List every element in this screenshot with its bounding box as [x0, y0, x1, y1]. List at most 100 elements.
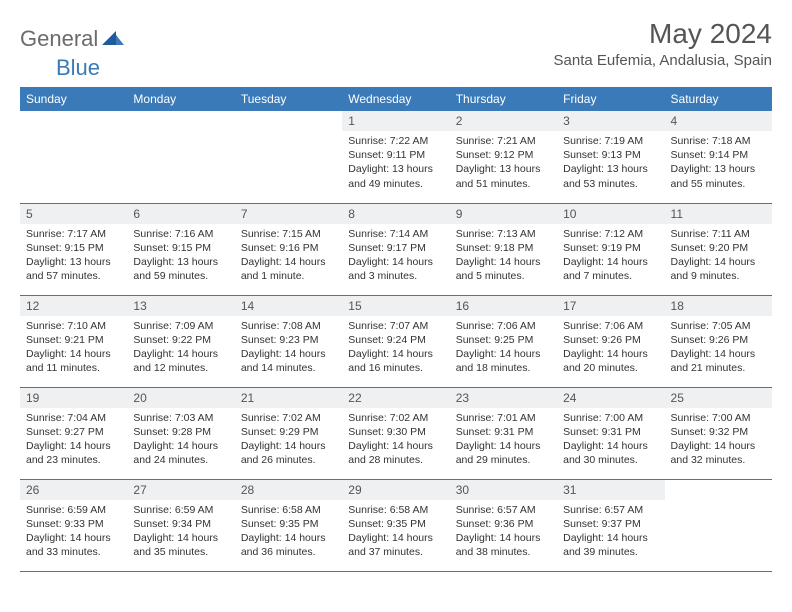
- sunrise-text: Sunrise: 7:12 AM: [563, 227, 658, 241]
- sunrise-text: Sunrise: 7:10 AM: [26, 319, 121, 333]
- calendar-cell: 10Sunrise: 7:12 AMSunset: 9:19 PMDayligh…: [557, 203, 664, 295]
- sunrise-text: Sunrise: 7:15 AM: [241, 227, 336, 241]
- calendar-cell: 12 Sunrise: 7:10 AMSunset: 9:21 PMDayligh…: [20, 295, 127, 387]
- daylight-text: Daylight: 14 hours and 20 minutes.: [563, 347, 658, 375]
- daylight-text: Daylight: 13 hours and 49 minutes.: [348, 162, 443, 190]
- sunset-text: Sunset: 9:18 PM: [456, 241, 551, 255]
- sunset-text: Sunset: 9:35 PM: [241, 517, 336, 531]
- sunrise-text: Sunrise: 7:02 AM: [241, 411, 336, 425]
- sunset-text: Sunset: 9:29 PM: [241, 425, 336, 439]
- daylight-text: Daylight: 13 hours and 51 minutes.: [456, 162, 551, 190]
- sunrise-text: Sunrise: 6:58 AM: [241, 503, 336, 517]
- calendar-cell: [665, 479, 772, 571]
- day-details: Sunrise: 7:16 AMSunset: 9:15 PMDaylight:…: [127, 224, 234, 288]
- calendar-cell: 27Sunrise: 6:59 AMSunset: 9:34 PMDayligh…: [127, 479, 234, 571]
- day-details: Sunrise: 7:22 AMSunset: 9:11 PMDaylight:…: [342, 131, 449, 195]
- daylight-text: Daylight: 14 hours and 5 minutes.: [456, 255, 551, 283]
- calendar-cell: 4Sunrise: 7:18 AMSunset: 9:14 PMDaylight…: [665, 111, 772, 203]
- weekday-header: Monday: [127, 87, 234, 111]
- sunrise-text: Sunrise: 7:05 AM: [671, 319, 766, 333]
- day-details: Sunrise: 6:57 AMSunset: 9:37 PMDaylight:…: [557, 500, 664, 564]
- sunrise-text: Sunrise: 7:02 AM: [348, 411, 443, 425]
- weekday-header-row: Sunday Monday Tuesday Wednesday Thursday…: [20, 87, 772, 111]
- sunrise-text: Sunrise: 7:18 AM: [671, 134, 766, 148]
- day-number-empty: [20, 111, 127, 131]
- day-number: 11: [665, 204, 772, 224]
- calendar-cell: 26Sunrise: 6:59 AMSunset: 9:33 PMDayligh…: [20, 479, 127, 571]
- sunset-text: Sunset: 9:30 PM: [348, 425, 443, 439]
- day-details: Sunrise: 7:07 AMSunset: 9:24 PMDaylight:…: [342, 316, 449, 380]
- calendar-cell: 29Sunrise: 6:58 AMSunset: 9:35 PMDayligh…: [342, 479, 449, 571]
- sunset-text: Sunset: 9:22 PM: [133, 333, 228, 347]
- daylight-text: Daylight: 14 hours and 14 minutes.: [241, 347, 336, 375]
- sunrise-text: Sunrise: 7:19 AM: [563, 134, 658, 148]
- day-details: Sunrise: 7:21 AMSunset: 9:12 PMDaylight:…: [450, 131, 557, 195]
- day-number: 9: [450, 204, 557, 224]
- calendar-cell: 30Sunrise: 6:57 AMSunset: 9:36 PMDayligh…: [450, 479, 557, 571]
- day-number: 24: [557, 388, 664, 408]
- sunrise-text: Sunrise: 6:59 AM: [26, 503, 121, 517]
- day-number: 12: [20, 296, 127, 316]
- weekday-header: Thursday: [450, 87, 557, 111]
- sunset-text: Sunset: 9:24 PM: [348, 333, 443, 347]
- weekday-header: Sunday: [20, 87, 127, 111]
- calendar-cell: 8Sunrise: 7:14 AMSunset: 9:17 PMDaylight…: [342, 203, 449, 295]
- calendar-cell: [20, 111, 127, 203]
- location: Santa Eufemia, Andalusia, Spain: [554, 52, 772, 69]
- day-details: Sunrise: 7:06 AMSunset: 9:25 PMDaylight:…: [450, 316, 557, 380]
- calendar-cell: 23Sunrise: 7:01 AMSunset: 9:31 PMDayligh…: [450, 387, 557, 479]
- calendar-cell: 28Sunrise: 6:58 AMSunset: 9:35 PMDayligh…: [235, 479, 342, 571]
- sunset-text: Sunset: 9:20 PM: [671, 241, 766, 255]
- day-details: Sunrise: 7:06 AMSunset: 9:26 PMDaylight:…: [557, 316, 664, 380]
- day-details: Sunrise: 7:05 AMSunset: 9:26 PMDaylight:…: [665, 316, 772, 380]
- daylight-text: Daylight: 14 hours and 21 minutes.: [671, 347, 766, 375]
- day-number: 18: [665, 296, 772, 316]
- day-number: 6: [127, 204, 234, 224]
- day-number: 28: [235, 480, 342, 500]
- daylight-text: Daylight: 14 hours and 30 minutes.: [563, 439, 658, 467]
- sunset-text: Sunset: 9:21 PM: [26, 333, 121, 347]
- day-number: 30: [450, 480, 557, 500]
- sunset-text: Sunset: 9:33 PM: [26, 517, 121, 531]
- daylight-text: Daylight: 14 hours and 33 minutes.: [26, 531, 121, 559]
- sunset-text: Sunset: 9:32 PM: [671, 425, 766, 439]
- brand-logo: General: [20, 18, 126, 52]
- sunrise-text: Sunrise: 7:09 AM: [133, 319, 228, 333]
- brand-part1: General: [20, 26, 98, 52]
- daylight-text: Daylight: 14 hours and 11 minutes.: [26, 347, 121, 375]
- day-number: 25: [665, 388, 772, 408]
- calendar-cell: 1Sunrise: 7:22 AMSunset: 9:11 PMDaylight…: [342, 111, 449, 203]
- sunset-text: Sunset: 9:23 PM: [241, 333, 336, 347]
- sunrise-text: Sunrise: 7:21 AM: [456, 134, 551, 148]
- sunset-text: Sunset: 9:17 PM: [348, 241, 443, 255]
- day-number: 20: [127, 388, 234, 408]
- day-number: 19: [20, 388, 127, 408]
- calendar-body: 1Sunrise: 7:22 AMSunset: 9:11 PMDaylight…: [20, 111, 772, 571]
- daylight-text: Daylight: 14 hours and 1 minute.: [241, 255, 336, 283]
- sunrise-text: Sunrise: 7:00 AM: [671, 411, 766, 425]
- day-number: 21: [235, 388, 342, 408]
- month-title: May 2024: [554, 18, 772, 50]
- day-number: 5: [20, 204, 127, 224]
- sunset-text: Sunset: 9:31 PM: [563, 425, 658, 439]
- day-number: 13: [127, 296, 234, 316]
- sunrise-text: Sunrise: 7:17 AM: [26, 227, 121, 241]
- sunrise-text: Sunrise: 7:07 AM: [348, 319, 443, 333]
- sunset-text: Sunset: 9:28 PM: [133, 425, 228, 439]
- sunrise-text: Sunrise: 7:03 AM: [133, 411, 228, 425]
- day-number-empty: [665, 480, 772, 500]
- sunrise-text: Sunrise: 7:01 AM: [456, 411, 551, 425]
- weekday-header: Tuesday: [235, 87, 342, 111]
- day-number: 4: [665, 111, 772, 131]
- daylight-text: Daylight: 13 hours and 57 minutes.: [26, 255, 121, 283]
- day-number-empty: [235, 111, 342, 131]
- sunset-text: Sunset: 9:12 PM: [456, 148, 551, 162]
- sunrise-text: Sunrise: 7:06 AM: [456, 319, 551, 333]
- daylight-text: Daylight: 14 hours and 24 minutes.: [133, 439, 228, 467]
- calendar-cell: 3Sunrise: 7:19 AMSunset: 9:13 PMDaylight…: [557, 111, 664, 203]
- calendar-cell: 7Sunrise: 7:15 AMSunset: 9:16 PMDaylight…: [235, 203, 342, 295]
- calendar-cell: 18Sunrise: 7:05 AMSunset: 9:26 PMDayligh…: [665, 295, 772, 387]
- daylight-text: Daylight: 14 hours and 3 minutes.: [348, 255, 443, 283]
- day-details: Sunrise: 7:08 AMSunset: 9:23 PMDaylight:…: [235, 316, 342, 380]
- daylight-text: Daylight: 14 hours and 28 minutes.: [348, 439, 443, 467]
